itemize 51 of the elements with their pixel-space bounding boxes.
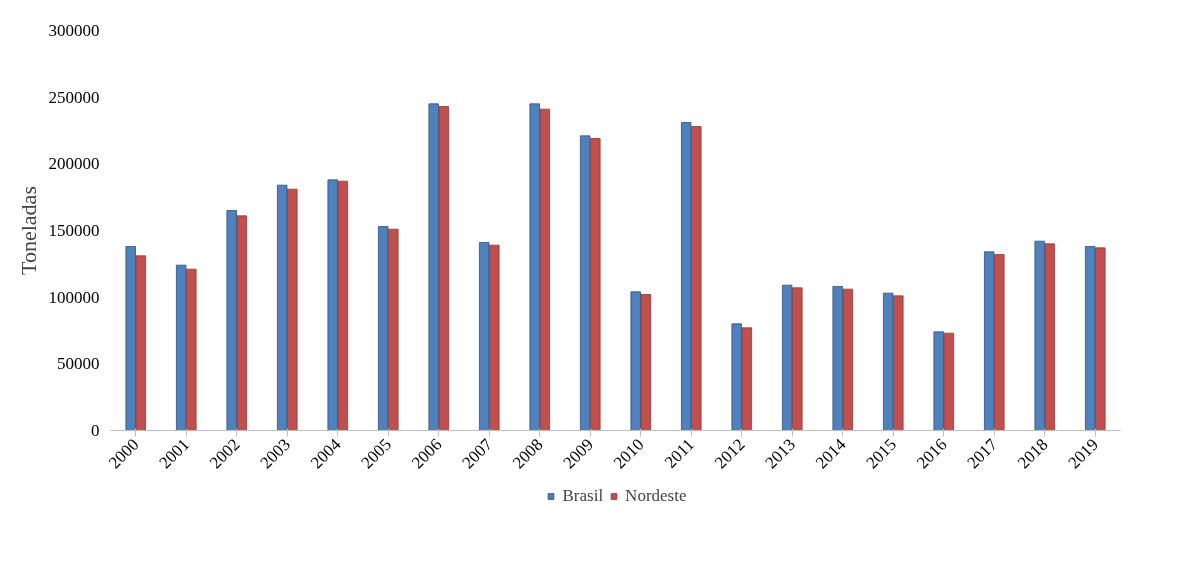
bar bbox=[479, 242, 490, 431]
legend-label: Brasil bbox=[562, 486, 604, 506]
bar bbox=[125, 246, 136, 431]
bar bbox=[782, 284, 793, 431]
bar bbox=[883, 292, 894, 431]
bar bbox=[893, 295, 904, 431]
bar bbox=[277, 184, 288, 431]
bar bbox=[681, 122, 692, 431]
bar bbox=[943, 332, 954, 431]
bar bbox=[1095, 247, 1106, 431]
bar bbox=[388, 228, 399, 431]
bar bbox=[236, 215, 247, 431]
bar bbox=[438, 106, 449, 431]
bar bbox=[994, 254, 1005, 431]
bar bbox=[135, 255, 146, 431]
bar bbox=[186, 268, 197, 431]
y-tick-label: 100000 bbox=[48, 287, 100, 307]
bar bbox=[337, 180, 348, 431]
bar bbox=[529, 103, 540, 431]
x-tick-label: 2011 bbox=[660, 434, 698, 472]
bar bbox=[428, 103, 439, 431]
y-tick-label: 50000 bbox=[57, 354, 100, 374]
bar bbox=[226, 210, 237, 431]
bar bbox=[691, 126, 702, 431]
bar bbox=[327, 179, 338, 431]
y-tick-label: 300000 bbox=[48, 21, 100, 40]
bar bbox=[287, 188, 298, 431]
bar bbox=[580, 135, 591, 431]
bar bbox=[984, 251, 995, 431]
bar bbox=[176, 264, 187, 431]
bar bbox=[933, 331, 944, 431]
legend-label: Nordeste bbox=[625, 486, 687, 506]
bar bbox=[539, 108, 550, 431]
bar bbox=[832, 286, 843, 431]
y-tick-label: 0 bbox=[91, 421, 100, 440]
y-tick-label: 150000 bbox=[48, 221, 100, 240]
bar bbox=[1034, 240, 1045, 431]
bar bbox=[378, 226, 389, 431]
bar bbox=[792, 287, 803, 431]
bar bbox=[741, 327, 752, 431]
bar bbox=[590, 138, 601, 431]
y-axis-title: Toneladas bbox=[15, 186, 41, 275]
bar bbox=[640, 294, 651, 431]
bar bbox=[1044, 243, 1055, 431]
y-tick-label: 200000 bbox=[48, 154, 100, 174]
bar bbox=[489, 244, 500, 431]
bar bbox=[1085, 246, 1096, 431]
bar bbox=[842, 288, 853, 431]
bar bbox=[630, 291, 641, 431]
bar bbox=[731, 323, 742, 431]
y-tick-label: 250000 bbox=[48, 87, 100, 107]
